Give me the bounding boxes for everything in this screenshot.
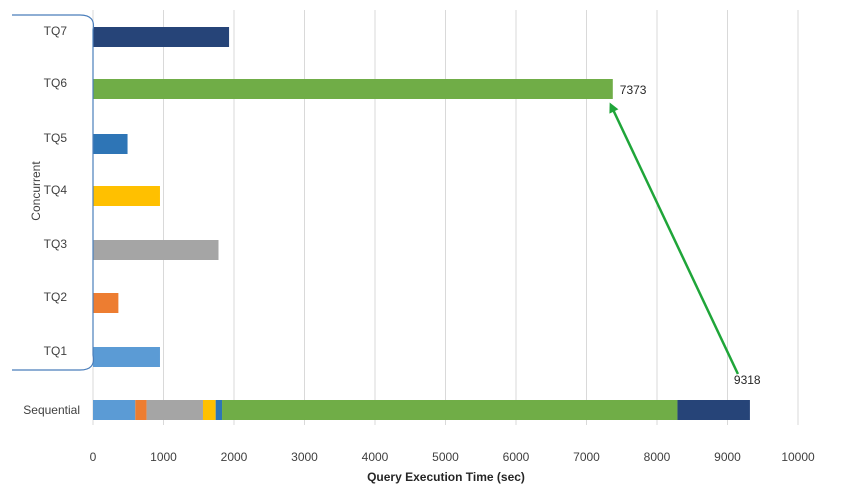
x-axis-title: Query Execution Time (sec) xyxy=(367,470,525,484)
category-label-tq4: TQ4 xyxy=(44,183,68,197)
x-tick-label: 9000 xyxy=(714,450,741,464)
bar-tq4 xyxy=(93,186,160,206)
category-label-tq1: TQ1 xyxy=(44,344,68,358)
bar-tq6 xyxy=(93,79,613,99)
bar-tq7 xyxy=(93,27,230,47)
x-tick-label: 3000 xyxy=(291,450,318,464)
arrow xyxy=(609,102,740,375)
category-label-tq3: TQ3 xyxy=(44,237,68,251)
sequential-segment-tq6 xyxy=(222,400,678,420)
category-label-tq7: TQ7 xyxy=(44,24,68,38)
bar-tq3 xyxy=(93,240,219,260)
sequential-segment-tq5 xyxy=(215,400,223,420)
x-tick-label: 10000 xyxy=(781,450,815,464)
category-labels: TQ7 TQ6 TQ5 TQ4 TQ3 TQ2 TQ1 Sequential xyxy=(23,24,80,417)
x-tick-label: 4000 xyxy=(362,450,389,464)
category-label-tq2: TQ2 xyxy=(44,290,68,304)
annotation-sequential-total: 9318 xyxy=(734,373,761,387)
x-tick-label: 1000 xyxy=(150,450,177,464)
gridlines xyxy=(92,10,799,425)
x-tick-label: 0 xyxy=(90,450,97,464)
sequential-segment-tq4 xyxy=(202,400,216,420)
category-label-tq6: TQ6 xyxy=(44,76,68,90)
annotation-tq6-value: 7373 xyxy=(620,83,647,97)
bar-tq2 xyxy=(93,293,119,313)
sequential-segment-tq1 xyxy=(93,400,136,420)
category-label-tq5: TQ5 xyxy=(44,131,68,145)
sequential-stacked-bar xyxy=(93,400,750,420)
x-tick-label: 7000 xyxy=(573,450,600,464)
concurrent-bracket xyxy=(12,14,95,371)
bar-tq1 xyxy=(93,347,160,367)
x-tick-labels: 0 1000 2000 3000 4000 5000 6000 7000 8000 9000 100… xyxy=(90,450,815,464)
category-label-sequential: Sequential xyxy=(23,403,80,417)
x-tick-label: 6000 xyxy=(503,450,530,464)
bar-tq5 xyxy=(93,134,128,154)
bars xyxy=(93,27,613,367)
sequential-segment-tq3 xyxy=(146,400,203,420)
annotations: Concurrent Query Execution Time (sec) 73… xyxy=(12,14,761,484)
x-tick-label: 2000 xyxy=(221,450,248,464)
x-tick-label: 8000 xyxy=(644,450,671,464)
concurrent-label: Concurrent xyxy=(29,161,43,221)
sequential-segment-tq2 xyxy=(135,400,147,420)
x-tick-label: 5000 xyxy=(432,450,459,464)
sequential-segment-tq7 xyxy=(677,400,750,420)
